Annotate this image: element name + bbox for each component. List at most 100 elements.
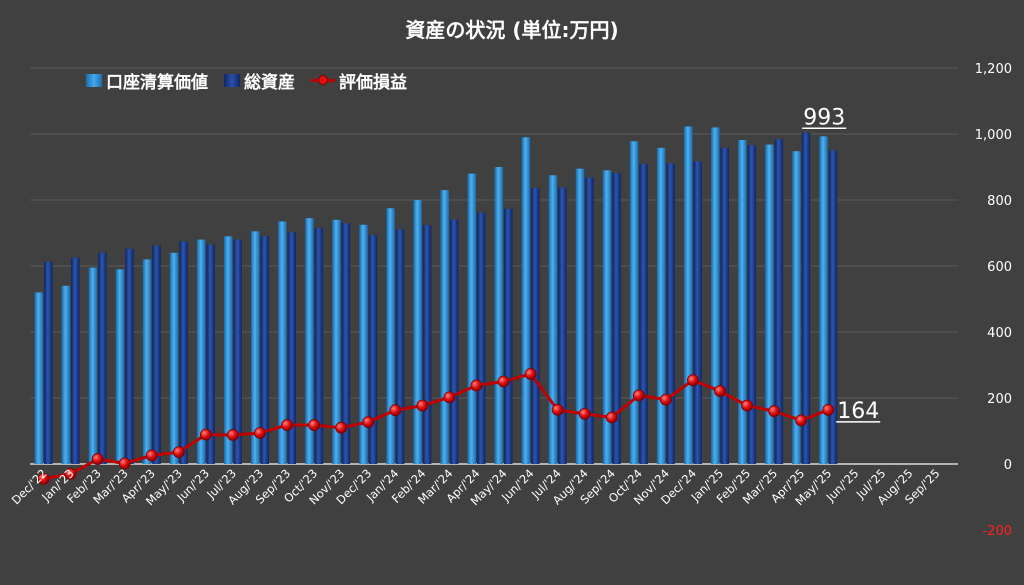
legend-swatch-total-assets [224,74,240,87]
bar-liquidation-value [792,151,801,464]
bar-total-assets [71,257,80,464]
bar-liquidation-value [440,190,449,464]
bar-liquidation-value [305,218,314,464]
point-unrealized-gain [470,379,483,392]
legend-swatch-liquidation [86,74,102,87]
y-tick-label: 600 [987,260,1012,275]
point-unrealized-gain [64,467,77,480]
point-unrealized-gain [281,419,293,431]
legend-label-unrealized: 評価損益 [339,73,407,93]
bar-total-assets [801,132,811,464]
bar-total-assets [44,262,53,464]
bar-liquidation-value [196,239,206,464]
bar-liquidation-value [494,167,504,464]
chart-title: 資産の状況 (単位:万円) [405,18,619,42]
bar-total-assets [422,225,432,464]
bar-total-assets [206,244,215,464]
bar-liquidation-value [765,144,774,464]
point-unrealized-gain [822,403,835,416]
bar-liquidation-value [629,141,639,464]
point-unrealized-gain [659,393,672,406]
bar-liquidation-value [656,147,666,465]
y-tick-label: 1,200 [975,62,1012,77]
bar-liquidation-value [738,139,747,464]
legend-label-total-assets: 総資産 [244,73,295,93]
bar-total-assets [476,212,486,464]
bar-liquidation-value [711,127,720,465]
bar-total-assets [233,239,242,464]
bar-total-assets [558,187,567,464]
y-tick-label: -200 [982,524,1012,539]
point-unrealized-gain [551,403,564,416]
bar-total-assets [693,161,702,464]
y-tick-label: 400 [987,326,1012,341]
y-tick-label: 0 [1004,458,1012,473]
bar-liquidation-value [521,137,531,465]
bar-liquidation-value [467,173,476,464]
bar-liquidation-value [142,259,152,464]
line-unrealized-gain [43,372,829,481]
x-tick-label: Dec/'22 [9,466,50,507]
annotation-unrealized-gain: 164 [837,399,879,424]
bar-total-assets [612,172,621,464]
bar-total-assets [98,252,107,464]
bar-liquidation-value [359,224,368,464]
bar-liquidation-value [223,236,233,464]
bar-total-assets [585,177,594,464]
bar-total-assets [260,236,269,464]
annotation-liquidation-value: 993 [803,105,845,130]
bar-liquidation-value [34,292,44,464]
bar-liquidation-value [819,136,828,464]
bar-total-assets [504,208,513,464]
bar-total-assets [314,228,324,464]
point-unrealized-gain [524,368,537,380]
point-unrealized-gain [335,421,348,434]
point-unrealized-gain [199,428,212,441]
point-unrealized-gain [227,429,239,441]
bar-liquidation-value [548,175,558,464]
point-unrealized-gain [91,453,104,465]
point-unrealized-gain [389,404,402,417]
bar-liquidation-value [386,208,395,464]
point-unrealized-gain [741,399,753,412]
legend-line-unrealized [311,74,335,87]
bar-total-assets [395,229,405,464]
bar-total-assets [828,150,838,464]
bar-total-assets [531,188,540,464]
bar-liquidation-value [575,168,585,464]
point-unrealized-gain [37,472,50,485]
point-unrealized-gain [632,389,645,402]
point-unrealized-gain [714,385,726,397]
bar-total-assets [449,219,459,464]
bar-total-assets [125,248,134,464]
bar-liquidation-value [602,170,612,465]
bar-liquidation-value [413,200,422,464]
bar-total-assets [179,241,188,464]
legend: 口座清算価値 総資産 評価損益 [86,68,423,93]
bar-liquidation-value [115,269,125,464]
point-unrealized-gain [362,416,375,428]
legend-label-liquidation: 口座清算価値 [106,73,208,93]
bar-total-assets [152,245,161,464]
bar-total-assets [341,223,351,464]
point-unrealized-gain [795,414,808,427]
point-unrealized-gain [605,411,618,424]
bar-total-assets [774,139,784,464]
point-unrealized-gain [578,407,591,420]
point-unrealized-gain [416,399,429,412]
bar-liquidation-value [169,252,179,464]
legend-item-total-assets: 総資産 [224,68,295,93]
bar-total-assets [639,164,648,464]
bar-total-assets [666,163,675,464]
legend-item-unrealized: 評価損益 [311,68,407,93]
bar-liquidation-value [683,126,693,464]
point-unrealized-gain [308,419,321,431]
bar-total-assets [747,145,757,464]
bar-total-assets [287,232,297,464]
point-unrealized-gain [254,427,266,439]
point-unrealized-gain [443,391,456,404]
bar-liquidation-value [61,285,71,464]
point-unrealized-gain [687,374,699,387]
